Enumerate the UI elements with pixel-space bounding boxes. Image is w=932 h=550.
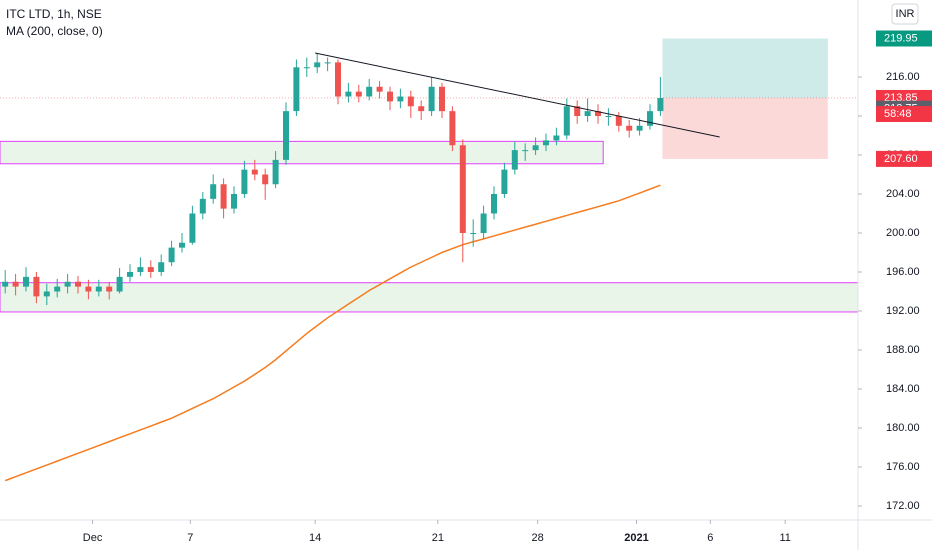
candle-body — [574, 106, 581, 117]
plot — [0, 38, 858, 482]
candle-body — [428, 86, 435, 112]
candle-body — [12, 281, 19, 287]
candle-body — [657, 97, 664, 112]
candle-body — [189, 213, 196, 243]
candle-body — [314, 62, 321, 68]
y-tick-label: 196.00 — [886, 266, 920, 278]
candle-body — [303, 67, 310, 69]
currency: INR — [896, 8, 915, 20]
candle-body — [231, 194, 237, 209]
trendline — [315, 52, 720, 138]
candle-body — [553, 135, 560, 141]
candle-body — [418, 106, 425, 112]
candle-body — [127, 271, 133, 277]
currency-button — [891, 3, 919, 25]
candle-body — [95, 286, 102, 292]
candle-body — [543, 140, 549, 146]
candle-body — [64, 281, 71, 287]
candle-body — [387, 91, 393, 102]
y-tick-label: 200.00 — [886, 227, 920, 239]
candle-body — [324, 62, 331, 64]
price-label: 219.95 — [884, 32, 918, 44]
y-tick-label: 176.00 — [886, 461, 920, 473]
candle-body — [23, 276, 29, 287]
candle-body — [158, 262, 165, 272]
x-tick-label: 7 — [187, 532, 193, 544]
candle-body — [491, 194, 497, 214]
candle-body — [439, 86, 445, 112]
chart-subtitle: MA (200, close, 0) — [6, 24, 103, 38]
y-tick-label: 192.00 — [886, 305, 920, 317]
candle-body — [179, 242, 185, 248]
candle-body — [33, 276, 40, 297]
candle-body — [522, 150, 529, 152]
candle-body — [199, 198, 206, 214]
candle-body — [532, 145, 539, 151]
candle-body — [283, 111, 289, 160]
candle-body — [293, 67, 300, 112]
target-zone — [662, 38, 828, 98]
candle-body — [397, 96, 404, 102]
x-tick-label: Dec — [83, 532, 103, 544]
candle-body — [345, 91, 352, 97]
candle-body — [636, 125, 643, 131]
candle-body — [2, 281, 9, 287]
candle-body — [272, 159, 279, 185]
price-label-bg — [876, 150, 932, 167]
price-label: 207.60 — [884, 153, 918, 165]
candle-body — [449, 111, 456, 146]
x-tick-label: 6 — [707, 532, 713, 544]
candle-body — [355, 91, 362, 97]
candle-body — [584, 111, 591, 117]
y-tick-label: 188.00 — [886, 344, 920, 356]
ma-line — [4, 184, 661, 482]
price-label-bg — [876, 30, 932, 47]
candle-body — [501, 169, 508, 195]
x-tick-label: 21 — [432, 532, 444, 544]
candle-body — [85, 286, 92, 292]
candle-body — [137, 267, 144, 272]
candle-body — [511, 150, 518, 170]
x-tick-label: 11 — [779, 532, 790, 544]
candle-body — [262, 174, 269, 185]
candle-body — [251, 169, 258, 175]
candle-body — [407, 96, 414, 107]
candle-body — [615, 116, 622, 126]
y-tick-label: 204.00 — [886, 188, 920, 200]
candle-body — [595, 111, 601, 117]
candle-body — [43, 291, 50, 297]
candle-body — [147, 267, 154, 272]
candle-body — [241, 169, 248, 195]
x-tick-label: 14 — [309, 532, 321, 544]
candle-body — [116, 276, 123, 292]
candle-body — [335, 62, 341, 97]
candle-body — [376, 86, 383, 92]
countdown-bg — [876, 105, 932, 122]
candle-body — [75, 281, 81, 287]
candle-body — [605, 116, 612, 118]
y-tick-label: 216.00 — [886, 71, 920, 83]
y-tick-label: 180.00 — [886, 422, 920, 434]
candle-body — [106, 286, 113, 292]
y-tick-label: 184.00 — [886, 383, 920, 395]
candle-body — [54, 286, 61, 292]
candle-body — [210, 184, 217, 199]
candle-body — [470, 232, 477, 234]
candle-body — [647, 111, 653, 126]
candle-body — [563, 106, 570, 136]
candle-body — [626, 125, 633, 131]
candle-body — [459, 145, 466, 233]
x-tick-label: 28 — [532, 532, 544, 544]
candle-body — [168, 247, 175, 263]
countdown: 58:48 — [884, 108, 912, 120]
y-tick-label: 172.00 — [886, 500, 920, 512]
x-tick-label: 2021 — [624, 532, 648, 544]
candle-body — [220, 184, 227, 209]
chart-title: ITC LTD, 1h, NSE — [6, 7, 102, 21]
candle-body — [366, 86, 373, 97]
candle-body — [480, 213, 487, 233]
stop-zone — [662, 97, 828, 159]
zone — [0, 282, 858, 313]
